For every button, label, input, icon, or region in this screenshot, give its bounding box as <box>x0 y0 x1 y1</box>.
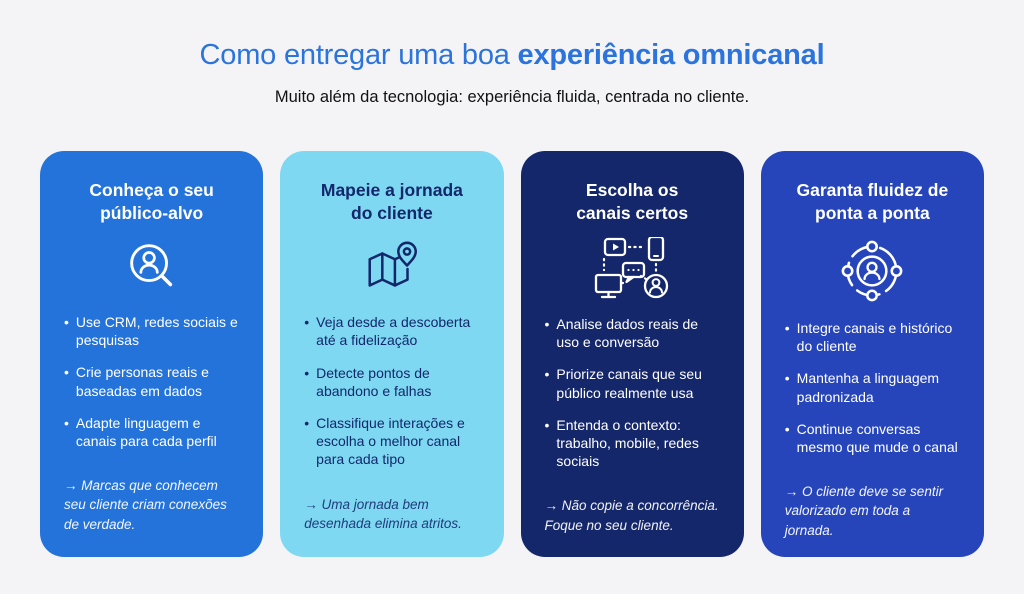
list-item: • Crie personas reais e baseadas em dados <box>64 364 209 399</box>
person-search-icon <box>64 237 239 299</box>
bullet-list: • Integre canais e histórico do cliente •… <box>785 319 960 456</box>
card-garanta-fluidez: Garanta fluidez de ponta a ponta • Integr… <box>760 150 984 557</box>
list-item: • Veja desde a descoberta até a fidelizaç… <box>304 314 471 349</box>
connected-channels-icon <box>545 237 720 301</box>
card-footnote: → Marcas que conhecem seu cliente criam … <box>64 478 227 532</box>
page-subtitle: Muito além da tecnologia: experiência fl… <box>274 87 750 106</box>
cards-row: Conheça o seu público-alvo • Use CRM, red… <box>40 150 984 557</box>
list-item: • Classifique interações e escolha o melh… <box>304 415 465 468</box>
map-pin-icon <box>304 237 479 299</box>
bullet-list: • Veja desde a descoberta até a fidelizaç… <box>304 313 479 468</box>
page-title-bold: experiência omnicanal <box>517 39 825 71</box>
list-item: • Analise dados reais de uso e conversão <box>544 316 699 351</box>
card-title: Conheça o seu público-alvo <box>89 179 214 223</box>
card-mapeie-jornada: Mapeie a jornada do cliente • Veja desde … <box>280 150 504 557</box>
list-item: • Priorize canais que seu público realmen… <box>544 366 702 401</box>
card-escolha-canais: Escolha os canais certos <box>520 150 744 557</box>
card-footnote: → Não copie a concorrência. Foque no seu… <box>544 498 719 533</box>
list-item: • Entenda o contexto: trabalho, mobile, r… <box>544 416 699 470</box>
card-footnote: → Uma jornada bem desenhada elimina atri… <box>304 496 462 531</box>
bullet-list: • Analise dados reais de uso e conversão … <box>545 315 720 470</box>
list-item: • Adapte linguagem e canais para cada per… <box>64 414 217 450</box>
card-title: Escolha os canais certos <box>576 179 689 223</box>
list-item: • Continue conversas mesmo que mude o can… <box>784 420 958 456</box>
card-title: Garanta fluidez de ponta a ponta <box>796 179 949 223</box>
card-conheca-publico: Conheça o seu público-alvo • Use CRM, red… <box>40 150 264 557</box>
page-title: Como entregar uma boa experiência omnica… <box>0 39 1024 72</box>
page-title-regular: Como entregar uma boa <box>199 39 518 71</box>
card-title: Mapeie a jornada do cliente <box>320 179 463 223</box>
list-item: • Detecte pontos de abandono e falhas <box>304 364 432 399</box>
orbit-person-icon <box>785 237 960 305</box>
bullet-list: • Use CRM, redes sociais e pesquisas • Cri… <box>64 313 239 450</box>
card-footnote: → O cliente deve se sentir valorizado em… <box>784 484 944 538</box>
list-item: • Integre canais e histórico do cliente <box>784 320 953 355</box>
list-item: • Mantenha a linguagem padronizada <box>784 370 940 405</box>
infographic-header: Como entregar uma boa experiência omnica… <box>0 0 1024 107</box>
list-item: • Use CRM, redes sociais e pesquisas <box>64 314 238 349</box>
